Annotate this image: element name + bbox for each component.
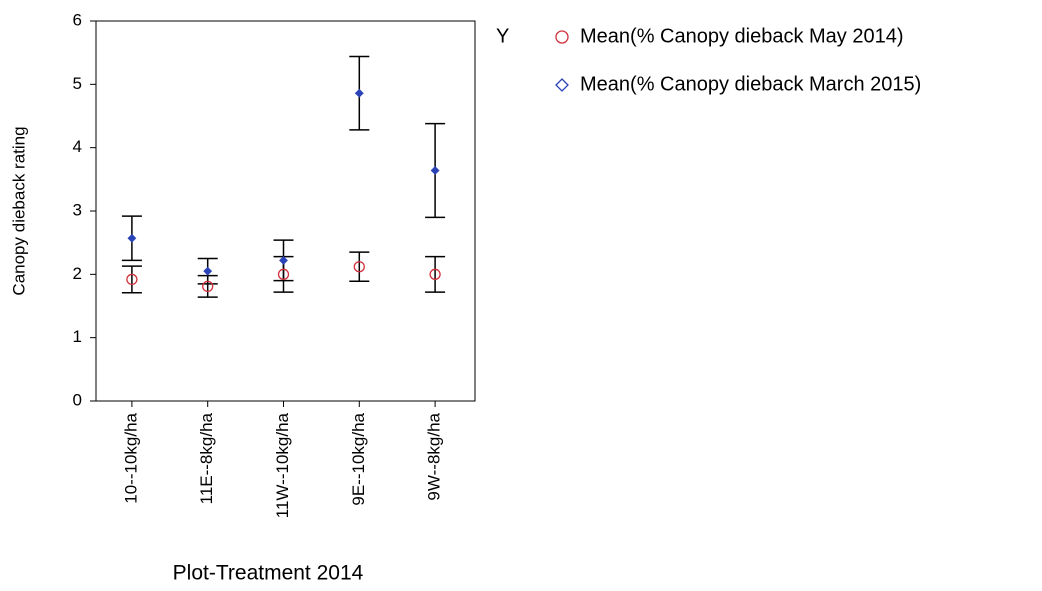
x-tick-label: 10--10kg/ha	[121, 412, 140, 503]
legend-label: Mean(% Canopy dieback May 2014)	[580, 25, 904, 47]
legend-title: Y	[496, 25, 509, 47]
point	[203, 266, 213, 276]
point	[279, 255, 288, 265]
plot-frame	[95, 20, 476, 402]
y-tick-label: 2	[73, 264, 82, 283]
x-tick-label: 9E--10kg/ha	[349, 412, 368, 505]
point	[277, 268, 290, 280]
point	[353, 261, 365, 273]
point	[430, 166, 440, 175]
y-tick-label: 1	[73, 327, 82, 346]
x-tick-label: 9W--8kg/ha	[425, 412, 444, 500]
error-bar	[349, 251, 370, 283]
point	[354, 88, 364, 98]
point	[429, 268, 441, 280]
y-tick-label: 4	[73, 137, 82, 156]
legend-marker	[555, 30, 569, 44]
x-axis-label: Plot-Treatment 2014	[173, 562, 364, 585]
y-axis-label: Canopy dieback rating	[9, 126, 28, 295]
point	[202, 280, 214, 293]
error-bar	[425, 255, 446, 293]
y-tick-label: 3	[73, 200, 82, 219]
legend-marker	[555, 78, 569, 92]
point	[126, 273, 138, 286]
x-tick-label: 11E--8kg/ha	[197, 412, 216, 504]
x-tick-label: 11W--10kg/ha	[273, 412, 292, 518]
legend-label: Mean(% Canopy dieback March 2015)	[580, 73, 921, 95]
y-tick-label: 5	[73, 74, 82, 93]
y-tick-label: 6	[73, 10, 82, 29]
error-bar	[121, 265, 142, 294]
y-tick-label: 0	[73, 390, 82, 409]
point	[127, 233, 137, 243]
